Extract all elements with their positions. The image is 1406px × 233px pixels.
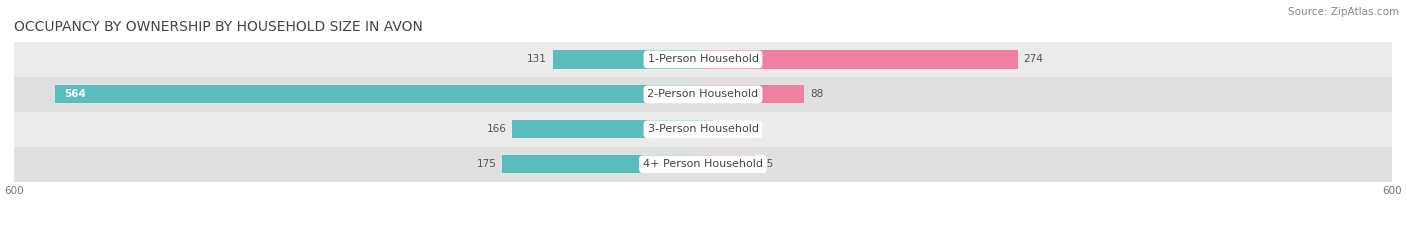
- Bar: [55, 85, 703, 103]
- Bar: [703, 85, 804, 103]
- Text: 1-Person Household: 1-Person Household: [648, 55, 758, 64]
- Text: 166: 166: [486, 124, 506, 134]
- Bar: [703, 50, 1018, 69]
- Bar: [512, 120, 703, 138]
- Text: OCCUPANCY BY OWNERSHIP BY HOUSEHOLD SIZE IN AVON: OCCUPANCY BY OWNERSHIP BY HOUSEHOLD SIZE…: [14, 20, 423, 34]
- Bar: [703, 155, 755, 173]
- Bar: [14, 42, 1392, 77]
- Text: 175: 175: [477, 159, 496, 169]
- Text: 45: 45: [761, 159, 773, 169]
- Bar: [14, 77, 1392, 112]
- Text: 10: 10: [720, 124, 734, 134]
- Bar: [14, 112, 1392, 147]
- Bar: [703, 120, 714, 138]
- Text: 88: 88: [810, 89, 823, 99]
- Text: 3-Person Household: 3-Person Household: [648, 124, 758, 134]
- Bar: [553, 50, 703, 69]
- Text: 4+ Person Household: 4+ Person Household: [643, 159, 763, 169]
- Text: 131: 131: [527, 55, 547, 64]
- Text: 274: 274: [1024, 55, 1043, 64]
- Bar: [14, 147, 1392, 182]
- Bar: [502, 155, 703, 173]
- Text: Source: ZipAtlas.com: Source: ZipAtlas.com: [1288, 7, 1399, 17]
- Text: 564: 564: [65, 89, 86, 99]
- Text: 2-Person Household: 2-Person Household: [647, 89, 759, 99]
